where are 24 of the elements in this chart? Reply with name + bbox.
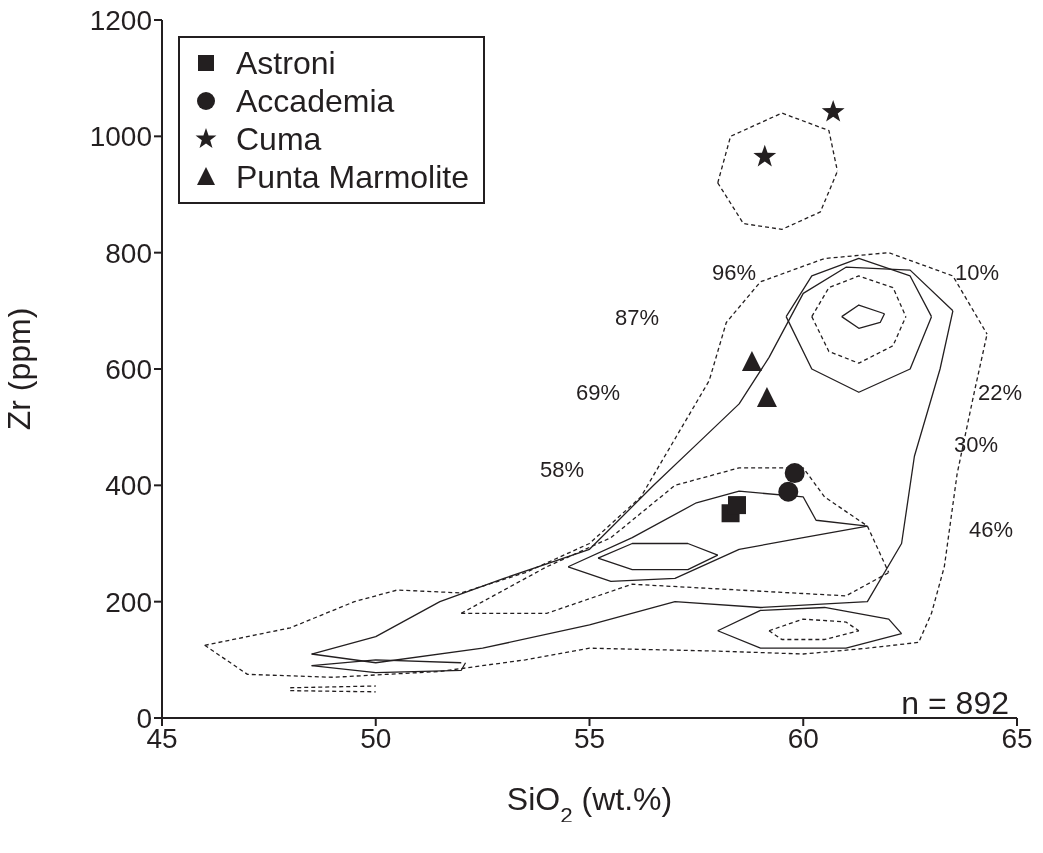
- annotation: 96%: [712, 260, 757, 286]
- annotation: 46%: [969, 517, 1014, 543]
- annotation: n = 892: [901, 685, 1009, 722]
- x-tick-label: 65: [1001, 722, 1033, 754]
- x-tick-label: 55: [573, 722, 606, 754]
- x-tick-label: 50: [360, 722, 392, 754]
- legend-label: Accademia: [236, 82, 395, 120]
- y-tick-label: 1000: [89, 121, 152, 153]
- legend-label: Cuma: [236, 120, 322, 158]
- y-tick-label: 600: [105, 353, 152, 385]
- y-tick-label: 400: [105, 470, 152, 502]
- annotation: 69%: [576, 380, 621, 406]
- x-axis-title: SiO$_{2}$ (wt.%): [506, 781, 673, 828]
- y-tick-label: 200: [105, 586, 152, 618]
- x-tick-label: 60: [787, 722, 819, 754]
- y-tick-label: 1200: [89, 4, 152, 36]
- annotation: 10%: [955, 260, 1000, 286]
- legend-label: Punta Marmolite: [236, 158, 469, 196]
- annotation: 30%: [954, 432, 999, 458]
- annotation: 22%: [978, 380, 1023, 406]
- y-tick-label: 800: [105, 237, 152, 269]
- annotation: 58%: [540, 457, 585, 483]
- annotation: 87%: [615, 305, 660, 331]
- legend-label: Astroni: [236, 44, 336, 82]
